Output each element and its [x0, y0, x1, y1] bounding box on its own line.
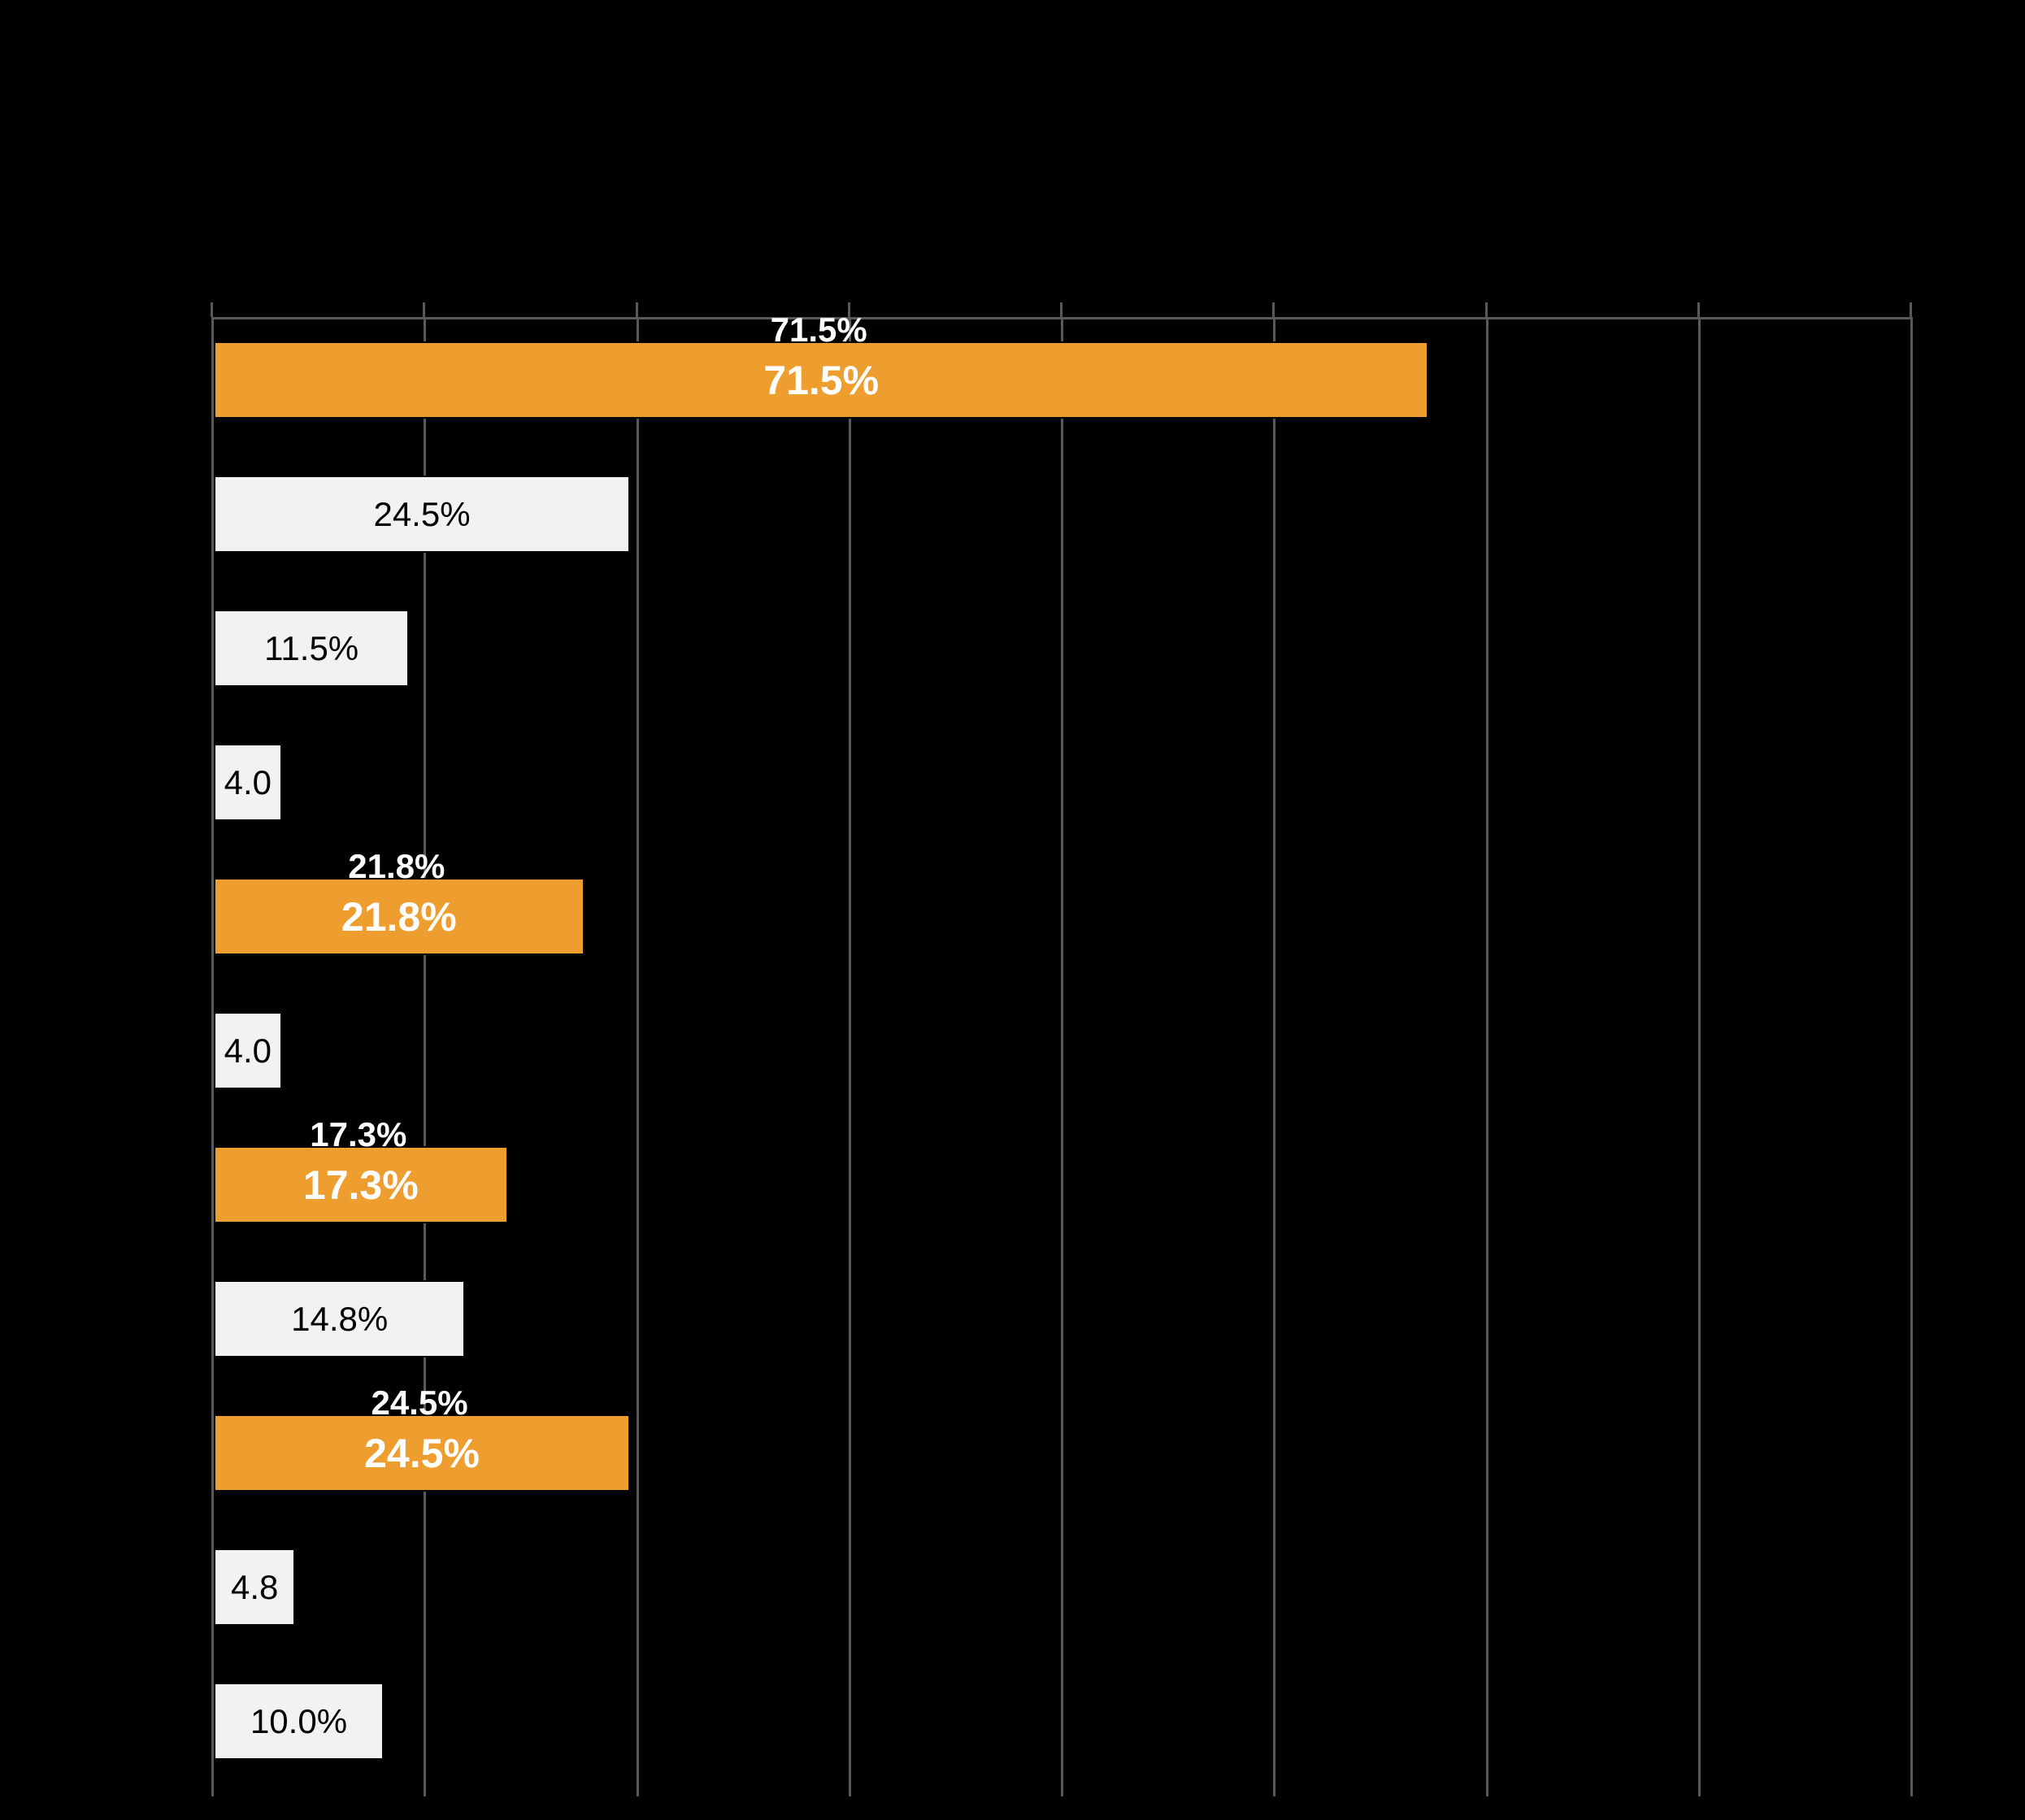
tick-mark	[211, 302, 213, 317]
bar-above-label: 17.3%	[310, 1115, 406, 1154]
bar-value-label: 24.5%	[373, 495, 470, 534]
bar-row: 10.0%	[211, 1683, 1910, 1760]
tick-mark	[636, 302, 638, 317]
plot-area: 71.5%71.5%24.5%11.5%4.021.8%21.8%4.017.3…	[211, 317, 1910, 1796]
bar-highlighted: 21.8%	[214, 878, 584, 955]
bar-highlighted: 17.3%	[214, 1146, 508, 1223]
bar-chart: 71.5%71.5%24.5%11.5%4.021.8%21.8%4.017.3…	[0, 0, 2025, 1820]
bar-value-label: 4.8	[231, 1568, 278, 1607]
bar-value-label: 4.0	[224, 1032, 272, 1071]
tick-mark	[1272, 302, 1275, 317]
bar-row: 24.5%24.5%	[211, 1414, 1910, 1492]
bar-row: 11.5%	[211, 610, 1910, 687]
bar-value-label: 11.5%	[264, 629, 359, 668]
bar-above-label: 24.5%	[371, 1383, 467, 1423]
bar-highlighted: 24.5%	[214, 1414, 630, 1492]
bar-value-label: 4.0	[224, 763, 272, 802]
bar-value-label: 24.5%	[364, 1430, 480, 1477]
bar-row: 4.0	[211, 1012, 1910, 1089]
bar: 10.0%	[214, 1683, 384, 1760]
bar-value-label: 14.8%	[291, 1300, 388, 1339]
bar: 24.5%	[214, 476, 630, 553]
tick-mark	[423, 302, 425, 317]
bar-above-label: 71.5%	[771, 311, 867, 350]
bar-row: 24.5%	[211, 476, 1910, 553]
bar: 4.0	[214, 1012, 282, 1089]
bar-row: 17.3%17.3%	[211, 1146, 1910, 1223]
bar: 4.8	[214, 1549, 295, 1626]
tick-mark	[1697, 302, 1700, 317]
bar: 14.8%	[214, 1280, 465, 1357]
bar-row: 21.8%21.8%	[211, 878, 1910, 955]
grid-line	[1910, 317, 1913, 1796]
bar-row: 14.8%	[211, 1280, 1910, 1357]
bar: 4.0	[214, 744, 282, 821]
tick-mark	[1485, 302, 1488, 317]
bar-value-label: 71.5%	[763, 357, 879, 404]
bar-value-label: 17.3%	[303, 1162, 419, 1209]
bar-row: 4.8	[211, 1549, 1910, 1626]
tick-mark	[1060, 302, 1062, 317]
bar-row: 4.0	[211, 744, 1910, 821]
bar-above-label: 21.8%	[348, 847, 445, 886]
bar-value-label: 10.0%	[250, 1702, 347, 1741]
bar-highlighted: 71.5%	[214, 341, 1428, 419]
bar: 11.5%	[214, 610, 409, 687]
tick-mark	[1910, 302, 1912, 317]
bar-row: 71.5%71.5%	[211, 341, 1910, 419]
bar-value-label: 21.8%	[341, 893, 457, 940]
